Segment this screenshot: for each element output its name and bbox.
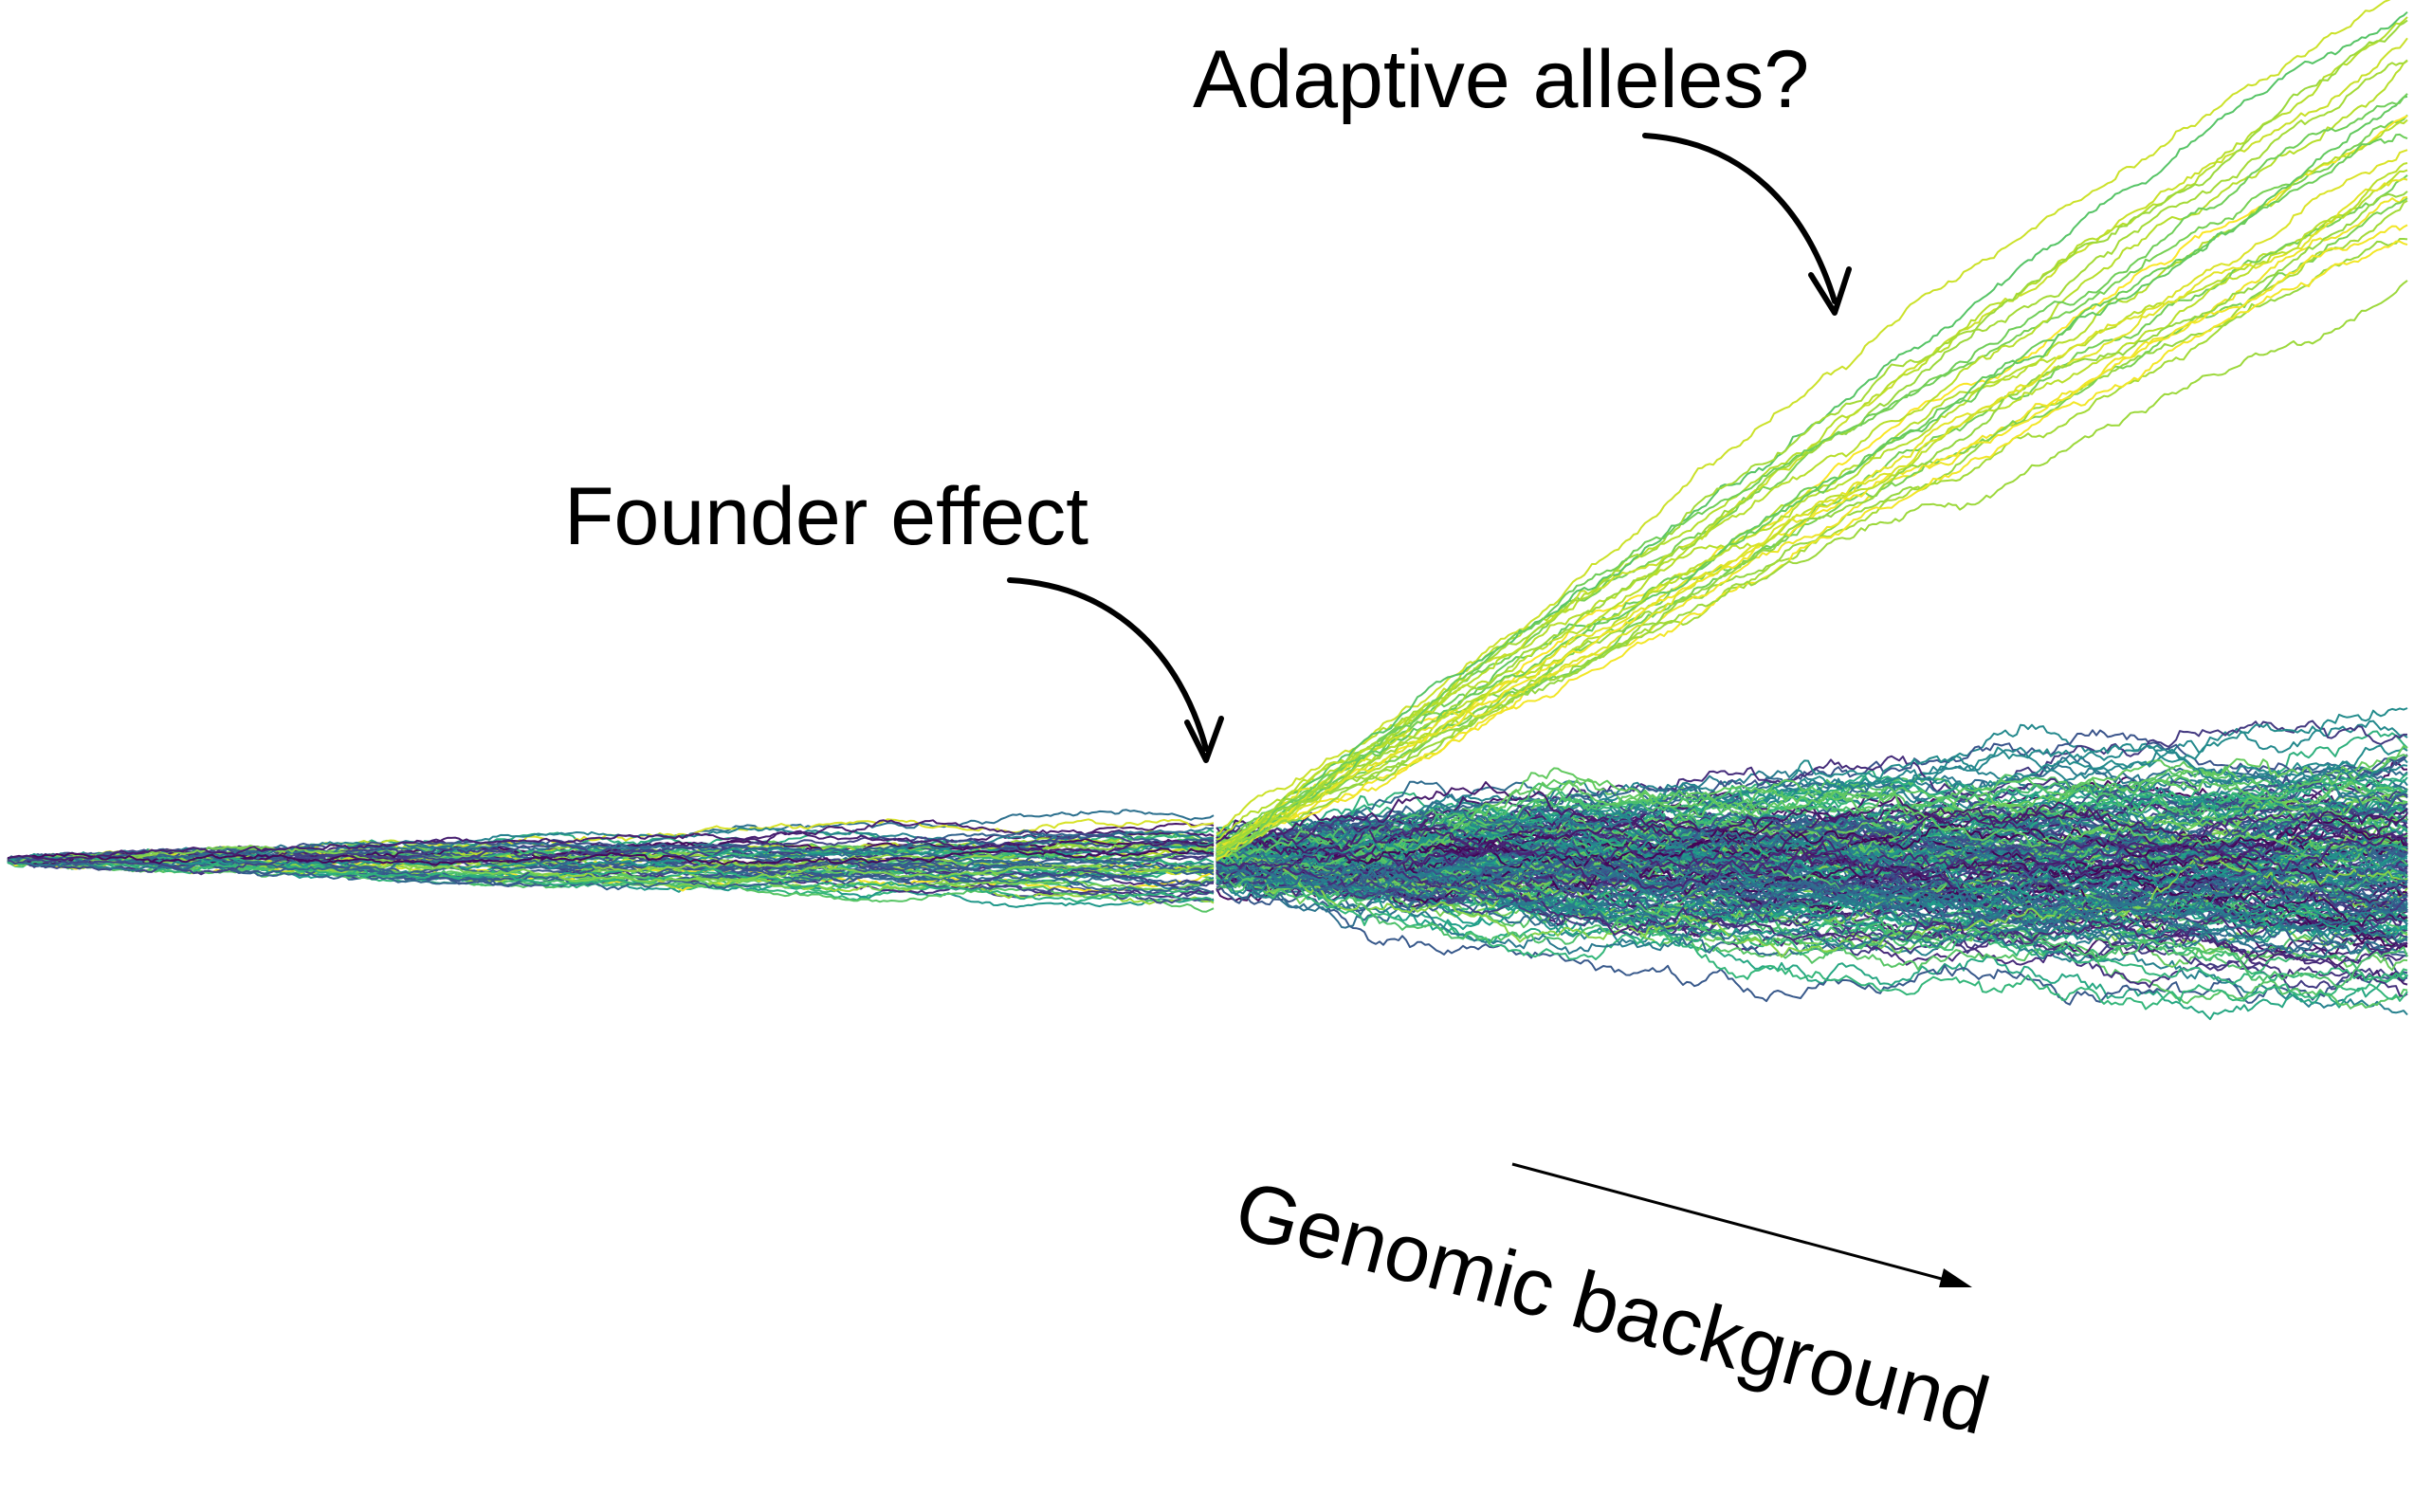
trajectory-line [1216, 791, 2408, 924]
genomic-background-arrowhead [1939, 1268, 1972, 1287]
trajectory-line [1216, 786, 2408, 916]
adaptive-allele-trajectories [1216, 0, 2408, 863]
trajectory-line [1216, 865, 2408, 950]
trajectory-line [1216, 817, 2408, 877]
trajectory-line [1216, 19, 2408, 857]
trajectory-line [1216, 782, 2408, 877]
trajectory-line [1216, 59, 2408, 859]
trajectory-line [1216, 759, 2408, 873]
trajectory-line [1216, 93, 2408, 858]
trajectory-line [7, 845, 1215, 884]
trajectory-line [7, 847, 1215, 866]
trajectory-line [1216, 856, 2408, 939]
trajectory-line [1216, 811, 2408, 890]
genomic-background-trajectories [1216, 707, 2408, 1021]
trajectory-line [1216, 781, 2408, 861]
trajectory-line [1216, 871, 2408, 989]
trajectory-line [1216, 850, 2408, 958]
trajectory-line [1216, 856, 2408, 1011]
adaptive-alleles-arrowhead [1808, 266, 1852, 316]
trajectory-line [1216, 280, 2408, 851]
trajectory-line [1216, 800, 2408, 895]
trajectory-line [1216, 0, 2391, 836]
founder-effect-arrowhead [1184, 716, 1224, 763]
trajectory-line [1216, 191, 2408, 850]
trajectory-line [1216, 149, 2408, 861]
trajectory-line [7, 853, 1215, 903]
adaptive-alleles-label: Adaptive alleles? [1193, 34, 1809, 125]
trajectory-line [1216, 240, 2408, 858]
trajectory-line [1216, 861, 2408, 920]
trajectory-line [1216, 872, 2408, 955]
trajectory-line [1216, 850, 2408, 917]
trajectory-line [1216, 863, 2408, 925]
trajectory-line [1216, 802, 2408, 900]
trajectory-line [1216, 95, 2408, 856]
founder-effect-label: Founder effect [564, 471, 1088, 562]
founder-effect-arrow [1007, 577, 1209, 752]
trajectory-line [1216, 16, 2408, 841]
pre-founder-trajectories [7, 809, 1215, 913]
adaptive-alleles-arrow [1642, 133, 1838, 304]
trajectory-line [1216, 829, 2408, 895]
trajectory-line [1216, 812, 2408, 903]
trajectory-line [1216, 811, 2408, 878]
trajectory-line [1216, 864, 2408, 969]
genomic-background-arrow [1511, 1162, 1964, 1286]
trajectory-line [1216, 778, 2408, 871]
trajectory-line [1216, 795, 2408, 872]
trajectory-line [7, 829, 1215, 862]
trajectory-line [1216, 801, 2408, 908]
